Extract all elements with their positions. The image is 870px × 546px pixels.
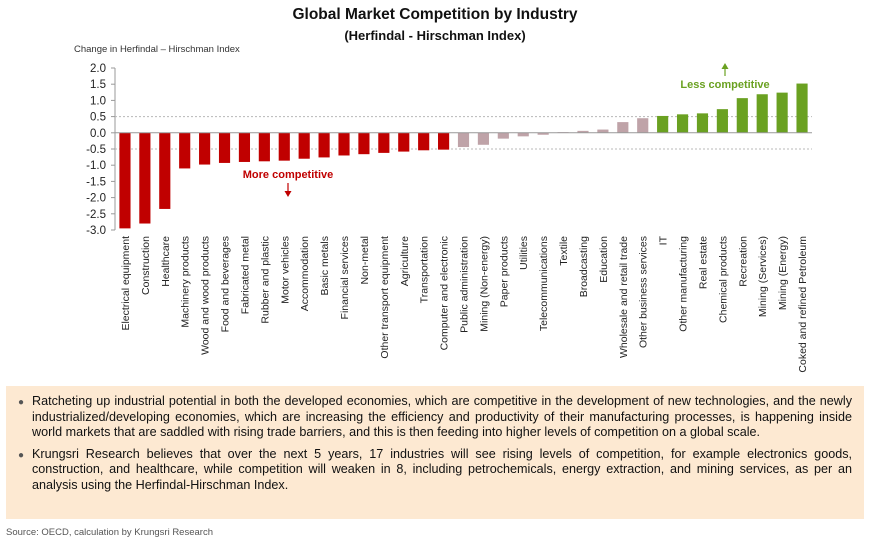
y-tick-label: -1.0 [86,160,106,172]
bar-chart: 2.0 1.5 1.0 0.5 0.0 -0.5 -1.0 -1.5 -2.0 -2.5 -3.0 E… [86,63,812,373]
bar [637,118,649,133]
bullet-icon: ● [18,449,25,461]
arrow-down-head-icon [284,191,292,197]
x-tick-label: Wood and wood products [200,236,212,355]
x-tick-label: Chemical products [717,236,729,323]
bar [179,132,191,169]
note-text: Krungsri Research believes that over the… [32,446,852,492]
bar [796,83,808,133]
x-tick-label: Computer and electronic [439,236,451,350]
x-tick-label: Non-metal [359,236,371,284]
bar [119,132,131,229]
x-tick-label: Other transport equipment [379,236,391,359]
y-tick-label: -2.0 [86,193,106,205]
note-item: ● Krungsri Research believes that over t… [18,447,852,494]
note-text: Ratcheting up industrial potential in bo… [32,394,852,439]
y-tick-label: 2.0 [90,63,106,75]
bar [776,92,788,133]
x-tick-label: Rubber and plastic [259,236,271,324]
x-tick-label: Mining (Non-energy) [478,236,490,332]
x-tick-label: Real estate [697,236,709,289]
y-tick-label: 1.0 [90,95,106,107]
bar [517,132,529,137]
x-tick-label: Construction [140,236,152,295]
x-tick-label: Textile [558,236,570,266]
source-note: Source: OECD, calculation by Krungsri Re… [6,527,213,538]
bar [218,132,231,163]
chart-subtitle: (Herfindal - Hirschman Index) [344,28,526,43]
bar [358,132,370,155]
notes-box: ● Ratcheting up industrial potential in … [6,386,864,519]
x-tick-label: Agriculture [399,236,411,286]
bar [657,115,669,133]
x-tick-label: IT [658,235,670,245]
bar [258,132,270,162]
x-tick-label: Food and beverages [220,236,232,332]
bar [597,129,609,133]
x-tick-label: Motor vehicles [279,236,291,304]
x-tick-label: Broadcasting [578,236,590,297]
x-tick-label: Paper products [498,236,510,307]
y-tick-label: -2.5 [86,209,106,221]
arrow-up-head-icon [721,63,729,69]
y-tick-label: 0.5 [90,112,106,124]
x-tick-label: Mining (Services) [757,236,769,317]
x-tick-label: Telecommunications [538,236,550,331]
y-tick-label: -3.0 [86,225,106,237]
x-tick-label: Mining (Energy) [777,236,789,310]
bar [278,132,290,161]
y-axis-label: Change in Herfindal – Hirschman Index [74,44,240,55]
bar [378,132,390,153]
x-tick-label: Transportation [419,236,431,303]
bar [676,114,689,133]
annotation-more-competitive: More competitive [243,169,333,181]
bar [537,132,549,135]
bar [298,132,310,159]
x-tick-label: Accommodation [299,236,311,311]
x-tick-label: Wholesale and retail trade [618,236,630,358]
bar [617,122,629,133]
x-tick-label: Electrical equipment [120,236,132,331]
bar [199,132,211,165]
bar [438,132,450,150]
bar [418,132,430,151]
x-tick-label: Recreation [737,236,749,287]
bar [318,132,330,158]
bar [716,109,728,133]
bar [497,132,509,139]
bar [736,98,748,133]
x-tick-label: Fabricated metal [239,236,251,314]
x-tick-label: Utilities [518,236,530,270]
y-tick-label: 0.0 [90,128,106,140]
bar [577,130,589,133]
chart-title: Global Market Competition by Industry [292,6,578,23]
x-tick-label: Machinery products [180,236,192,328]
x-tick-label: Other business services [638,236,650,348]
bar [457,132,470,148]
bar [139,132,151,224]
bar [159,132,171,209]
x-tick-label: Coked and refined Petroleum [797,236,809,373]
x-tick-label: Financial services [339,236,351,319]
bar [398,132,410,152]
y-tick-label: -1.5 [86,176,106,188]
bar [338,132,350,156]
y-tick-label: -0.5 [86,144,106,156]
y-tick-label: 1.5 [90,79,106,91]
x-tick-label: Other manufacturing [678,236,690,332]
x-tick-label: Public administration [459,236,471,333]
note-item: ● Ratcheting up industrial potential in … [18,394,852,441]
x-tick-label: Healthcare [160,236,172,287]
x-tick-label: Basic metals [319,236,331,296]
bar [756,94,768,133]
annotation-less-competitive: Less competitive [680,79,769,91]
bar [477,132,489,145]
bar [238,132,251,162]
x-tick-label: Education [598,236,610,283]
bar [696,113,709,133]
bullet-icon: ● [18,397,25,408]
